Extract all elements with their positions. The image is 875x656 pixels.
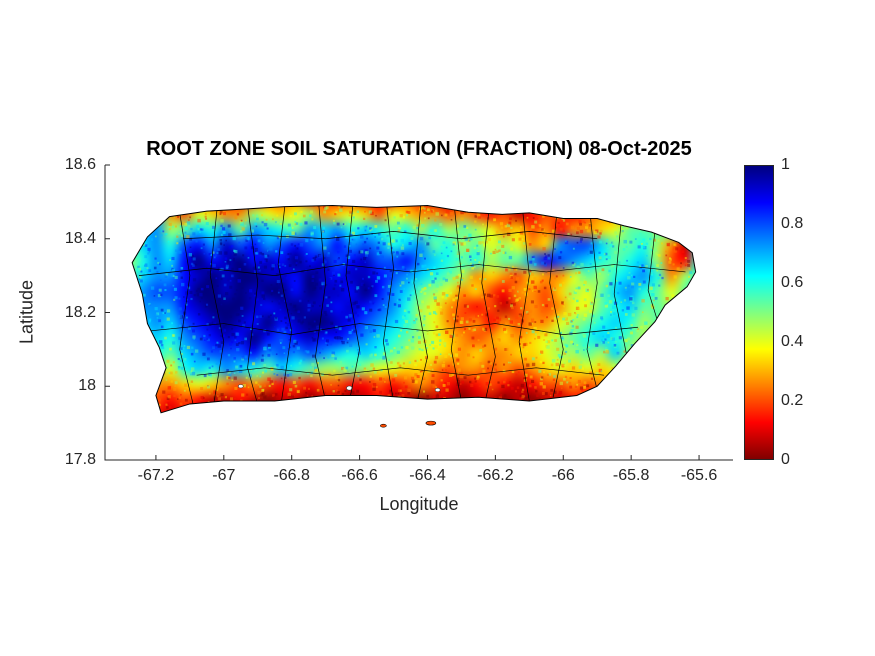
colorbar	[744, 165, 774, 460]
colorbar-tick-label: 1	[781, 156, 790, 173]
x-tick-label: -66.2	[477, 467, 514, 484]
y-tick-label: 18.6	[64, 156, 96, 173]
x-tick-label: -67	[212, 467, 236, 484]
y-tick-label: 18.4	[64, 229, 96, 247]
y-tick-label: 17.8	[64, 451, 96, 468]
y-tick-label: 18.2	[64, 303, 96, 321]
x-tick-label: -66.8	[273, 467, 310, 484]
x-tick-label: -66.6	[341, 467, 378, 484]
colorbar-tick-label: 0.2	[781, 392, 804, 409]
x-tick-label: -65.8	[612, 467, 650, 484]
x-axis-label: Longitude	[379, 494, 459, 514]
colorbar-tick-label: 0	[781, 451, 790, 468]
chart-title: ROOT ZONE SOIL SATURATION (FRACTION) 08-…	[146, 138, 692, 160]
colorbar-tick-label: 0.8	[781, 215, 804, 232]
x-tick-label: -67.2	[137, 467, 175, 484]
x-tick-label: -66.4	[409, 467, 446, 484]
x-tick-label: -65.6	[680, 467, 718, 484]
y-tick-label: 18	[78, 377, 96, 395]
x-tick-label: -66	[551, 467, 575, 484]
colorbar-tick-label: 0.4	[781, 333, 804, 350]
colorbar-tick-label: 0.6	[781, 274, 804, 291]
